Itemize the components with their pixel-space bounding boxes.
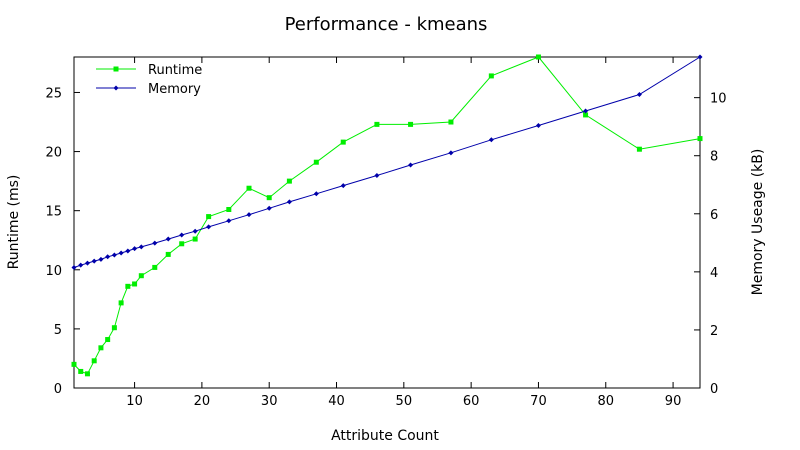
data-point-memory xyxy=(246,212,252,218)
y-tick-label: 5 xyxy=(54,323,62,338)
legend-label-runtime: Runtime xyxy=(148,63,202,78)
plot-frame xyxy=(73,56,701,389)
data-point-runtime xyxy=(125,283,131,289)
data-point-memory xyxy=(313,191,319,197)
data-point-memory xyxy=(226,218,232,224)
data-point-memory xyxy=(165,236,171,242)
y2-tick-label: 8 xyxy=(710,150,718,165)
data-point-runtime xyxy=(408,121,414,127)
data-point-memory xyxy=(138,244,144,250)
x-tick-label: 20 xyxy=(194,394,211,409)
data-point-memory xyxy=(125,248,131,254)
data-point-memory xyxy=(583,108,589,114)
chart-title: Performance - kmeans xyxy=(285,14,488,35)
data-point-memory xyxy=(488,137,494,143)
data-point-memory xyxy=(535,123,541,129)
data-point-memory xyxy=(179,232,185,238)
data-point-memory xyxy=(206,224,212,230)
data-point-runtime xyxy=(313,159,319,165)
data-point-memory xyxy=(78,262,84,268)
y-tick-label: 20 xyxy=(45,146,62,161)
data-point-runtime xyxy=(78,368,84,374)
data-point-runtime xyxy=(71,361,77,367)
data-point-runtime xyxy=(697,136,703,142)
x-tick-label: 60 xyxy=(463,394,480,409)
data-point-runtime xyxy=(98,345,104,351)
data-point-runtime xyxy=(132,281,138,287)
y2-tick-label: 2 xyxy=(710,324,718,339)
x-tick-label: 80 xyxy=(597,394,614,409)
x-axis-label: Attribute Count xyxy=(331,428,439,444)
data-point-memory xyxy=(91,258,97,264)
data-point-memory xyxy=(286,199,292,205)
data-point-runtime xyxy=(165,251,171,257)
y2-tick-label: 0 xyxy=(710,382,718,397)
x-tick-label: 30 xyxy=(261,394,278,409)
data-point-runtime xyxy=(583,112,589,118)
data-point-runtime xyxy=(91,358,97,364)
data-point-memory xyxy=(132,246,138,252)
data-point-runtime xyxy=(636,146,642,152)
data-point-memory xyxy=(408,162,414,168)
data-point-runtime xyxy=(286,178,292,184)
x-tick-label: 40 xyxy=(328,394,345,409)
data-point-runtime xyxy=(84,371,90,377)
data-point-memory xyxy=(105,254,111,260)
data-point-runtime xyxy=(179,241,185,247)
x-tick-label: 10 xyxy=(126,394,143,409)
data-point-runtime xyxy=(226,206,232,212)
data-point-memory xyxy=(636,91,642,97)
x-tick-label: 90 xyxy=(665,394,682,409)
data-point-memory xyxy=(340,183,346,189)
data-point-memory xyxy=(71,265,77,271)
y-axis-label: Runtime (ms) xyxy=(6,175,22,270)
y2-tick-label: 10 xyxy=(710,92,727,107)
data-point-memory xyxy=(192,228,198,234)
x-tick-label: 50 xyxy=(396,394,413,409)
data-point-memory xyxy=(266,205,272,211)
data-point-runtime xyxy=(206,214,212,220)
y2-axis-label: Memory Useage (kB) xyxy=(750,149,766,296)
data-point-runtime xyxy=(374,121,380,127)
data-point-memory xyxy=(448,150,454,156)
data-point-memory xyxy=(118,250,124,256)
x-tick-label: 70 xyxy=(530,394,547,409)
y-tick-label: 0 xyxy=(54,382,62,397)
data-point-memory xyxy=(374,172,380,178)
data-point-runtime xyxy=(266,195,272,201)
legend-marker-runtime xyxy=(113,66,119,72)
data-point-memory xyxy=(98,256,104,262)
legend-label-memory: Memory xyxy=(148,82,201,97)
data-point-runtime xyxy=(340,139,346,145)
y-tick-label: 15 xyxy=(45,205,62,220)
data-point-runtime xyxy=(152,264,158,270)
y2-tick-label: 4 xyxy=(710,266,718,281)
data-point-runtime xyxy=(192,236,198,242)
data-point-runtime xyxy=(118,300,124,306)
y2-tick-label: 6 xyxy=(710,208,718,223)
plot-area: 10 20 30 40 50 60 70 80 90 0 5 10 15 20 25 0 2 4 6 8 10 Runti… xyxy=(45,54,727,409)
data-point-runtime xyxy=(246,185,252,191)
y-tick-label: 10 xyxy=(45,264,62,279)
y-tick-label: 25 xyxy=(45,86,62,101)
data-point-memory xyxy=(152,240,158,246)
legend-marker-memory xyxy=(113,85,119,91)
data-point-runtime xyxy=(138,273,144,279)
data-point-memory xyxy=(697,54,703,60)
data-point-runtime xyxy=(111,325,117,331)
data-point-memory xyxy=(84,260,90,266)
data-point-runtime xyxy=(105,337,111,343)
data-point-runtime xyxy=(448,119,454,125)
data-point-runtime xyxy=(535,54,541,60)
data-point-runtime xyxy=(488,73,494,79)
data-point-memory xyxy=(111,252,117,258)
